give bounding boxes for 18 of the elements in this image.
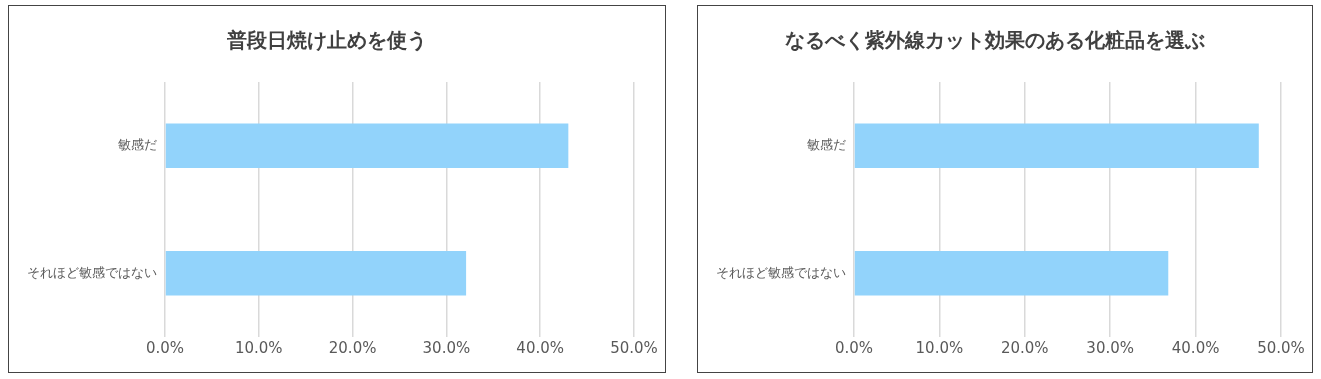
y-tick-label: それほど敏感ではない bbox=[716, 264, 846, 280]
x-tick-label: 30.0% bbox=[1086, 338, 1135, 357]
x-tick-label: 10.0% bbox=[234, 338, 283, 357]
x-tick-label: 20.0% bbox=[1000, 338, 1049, 357]
x-tick-label: 0.0% bbox=[834, 338, 874, 357]
y-tick-label: 敏感だ bbox=[807, 137, 846, 153]
x-tick-label: 50.0% bbox=[1257, 338, 1305, 357]
x-tick-label: 40.0% bbox=[516, 338, 565, 357]
x-tick-label: 10.0% bbox=[915, 338, 964, 357]
y-tick-label: それほど敏感ではない bbox=[27, 264, 157, 280]
x-tick-label: 50.0% bbox=[610, 338, 658, 357]
x-tick-label: 30.0% bbox=[422, 338, 471, 357]
chart-title: 普段日焼け止めを使う bbox=[225, 28, 427, 53]
y-tick-label: 敏感だ bbox=[118, 137, 157, 153]
x-tick-label: 20.0% bbox=[328, 338, 377, 357]
chart-title: なるべく紫外線カット効果のある化粧品を選ぶ bbox=[784, 28, 1205, 53]
x-tick-label: 0.0% bbox=[145, 338, 185, 357]
x-tick-label: 40.0% bbox=[1171, 338, 1220, 357]
